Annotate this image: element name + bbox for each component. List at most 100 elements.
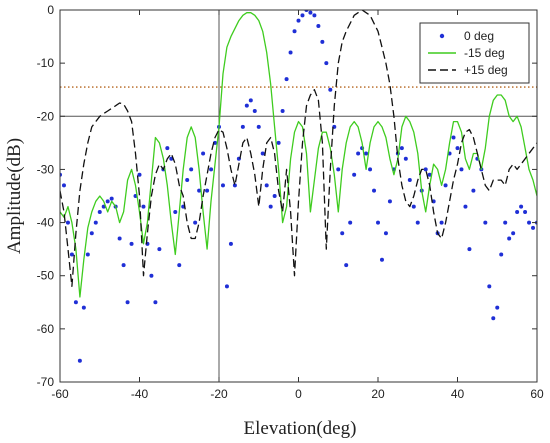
data-point xyxy=(85,252,90,257)
data-point xyxy=(272,194,277,198)
data-point xyxy=(129,241,134,246)
data-point xyxy=(459,167,464,172)
data-point xyxy=(523,209,528,214)
y-axis-label: Amplitude(dB) xyxy=(4,138,25,254)
legend-label: 0 deg xyxy=(464,29,494,43)
legend: 0 deg -15 deg +15 deg xyxy=(419,22,530,84)
data-point xyxy=(232,183,237,188)
y-tick-label: -60 xyxy=(37,322,55,336)
data-point xyxy=(487,284,492,289)
data-point xyxy=(451,135,456,140)
data-point xyxy=(499,252,504,257)
data-point xyxy=(244,103,249,108)
x-tick-label: 20 xyxy=(371,387,385,401)
data-point xyxy=(284,77,289,82)
data-point xyxy=(252,108,257,113)
data-point xyxy=(403,156,408,161)
axes: -60 -40 -20 0 20 40 600-10-20-30-40-50-60-70 xyxy=(37,3,544,401)
data-point xyxy=(515,209,520,214)
data-point xyxy=(121,263,126,268)
data-point xyxy=(141,204,146,209)
data-point xyxy=(483,220,488,225)
x-axis-label: Elevation(deg) xyxy=(244,418,357,439)
data-point xyxy=(97,209,102,214)
data-point xyxy=(193,220,198,225)
x-tick-label: -20 xyxy=(210,387,228,401)
data-point xyxy=(260,151,265,156)
plot-clip-group xyxy=(60,10,537,382)
data-point xyxy=(264,183,269,188)
x-tick-label: 0 xyxy=(295,387,302,401)
legend-label: +15 deg xyxy=(464,63,508,77)
series-plus15deg-line xyxy=(60,10,537,287)
x-tick-label: 40 xyxy=(451,387,465,401)
data-point xyxy=(220,183,225,188)
data-point xyxy=(312,13,317,18)
data-point xyxy=(411,204,416,209)
data-point xyxy=(165,146,170,151)
data-point xyxy=(348,220,353,225)
data-point xyxy=(368,167,373,172)
data-point xyxy=(340,231,345,236)
y-tick-label: 0 xyxy=(47,3,54,17)
data-point xyxy=(240,124,245,129)
data-point xyxy=(439,220,444,225)
data-point xyxy=(300,13,305,18)
data-point xyxy=(455,146,460,151)
data-point xyxy=(471,188,476,193)
data-point xyxy=(248,98,253,103)
data-point xyxy=(296,18,301,23)
legend-label: -15 deg xyxy=(464,46,505,60)
data-point xyxy=(415,220,420,225)
x-tick-label: -60 xyxy=(51,387,69,401)
data-point xyxy=(117,236,122,241)
y-tick-label: -70 xyxy=(37,375,55,389)
data-point xyxy=(109,196,114,201)
x-tick-label: -40 xyxy=(131,387,149,401)
y-tick-label: -50 xyxy=(37,269,55,283)
data-point xyxy=(149,273,154,278)
data-point xyxy=(153,300,158,305)
data-point xyxy=(189,167,194,172)
data-point xyxy=(336,167,341,172)
data-point xyxy=(205,188,210,193)
data-point xyxy=(316,23,321,28)
data-point xyxy=(511,231,516,236)
data-point xyxy=(137,172,142,177)
data-point xyxy=(157,247,162,252)
data-point xyxy=(105,199,110,204)
y-tick-label: -30 xyxy=(37,162,55,176)
data-point xyxy=(228,241,233,246)
data-point xyxy=(185,178,190,183)
data-point xyxy=(81,305,86,310)
data-point xyxy=(376,220,380,225)
data-point xyxy=(197,188,202,193)
data-point xyxy=(379,257,384,262)
data-point xyxy=(224,284,229,289)
data-point xyxy=(356,151,361,156)
data-point xyxy=(399,146,404,151)
data-point xyxy=(173,209,178,214)
y-tick-label: -40 xyxy=(37,216,55,230)
data-point xyxy=(125,300,130,305)
data-point xyxy=(276,140,281,145)
data-point xyxy=(372,188,377,193)
data-point xyxy=(69,252,74,257)
data-point xyxy=(423,167,428,172)
data-point xyxy=(292,29,297,34)
data-point xyxy=(209,167,214,172)
data-point xyxy=(256,124,261,129)
data-point xyxy=(495,305,500,310)
data-point xyxy=(73,300,78,305)
data-point xyxy=(344,263,349,268)
data-point xyxy=(467,247,472,252)
data-point xyxy=(387,199,392,204)
data-point xyxy=(383,231,388,236)
data-point xyxy=(527,220,532,225)
data-point xyxy=(427,172,432,177)
legend-marker-0deg xyxy=(439,33,445,39)
data-point xyxy=(352,172,357,177)
data-point xyxy=(443,183,448,188)
data-point xyxy=(268,204,273,209)
